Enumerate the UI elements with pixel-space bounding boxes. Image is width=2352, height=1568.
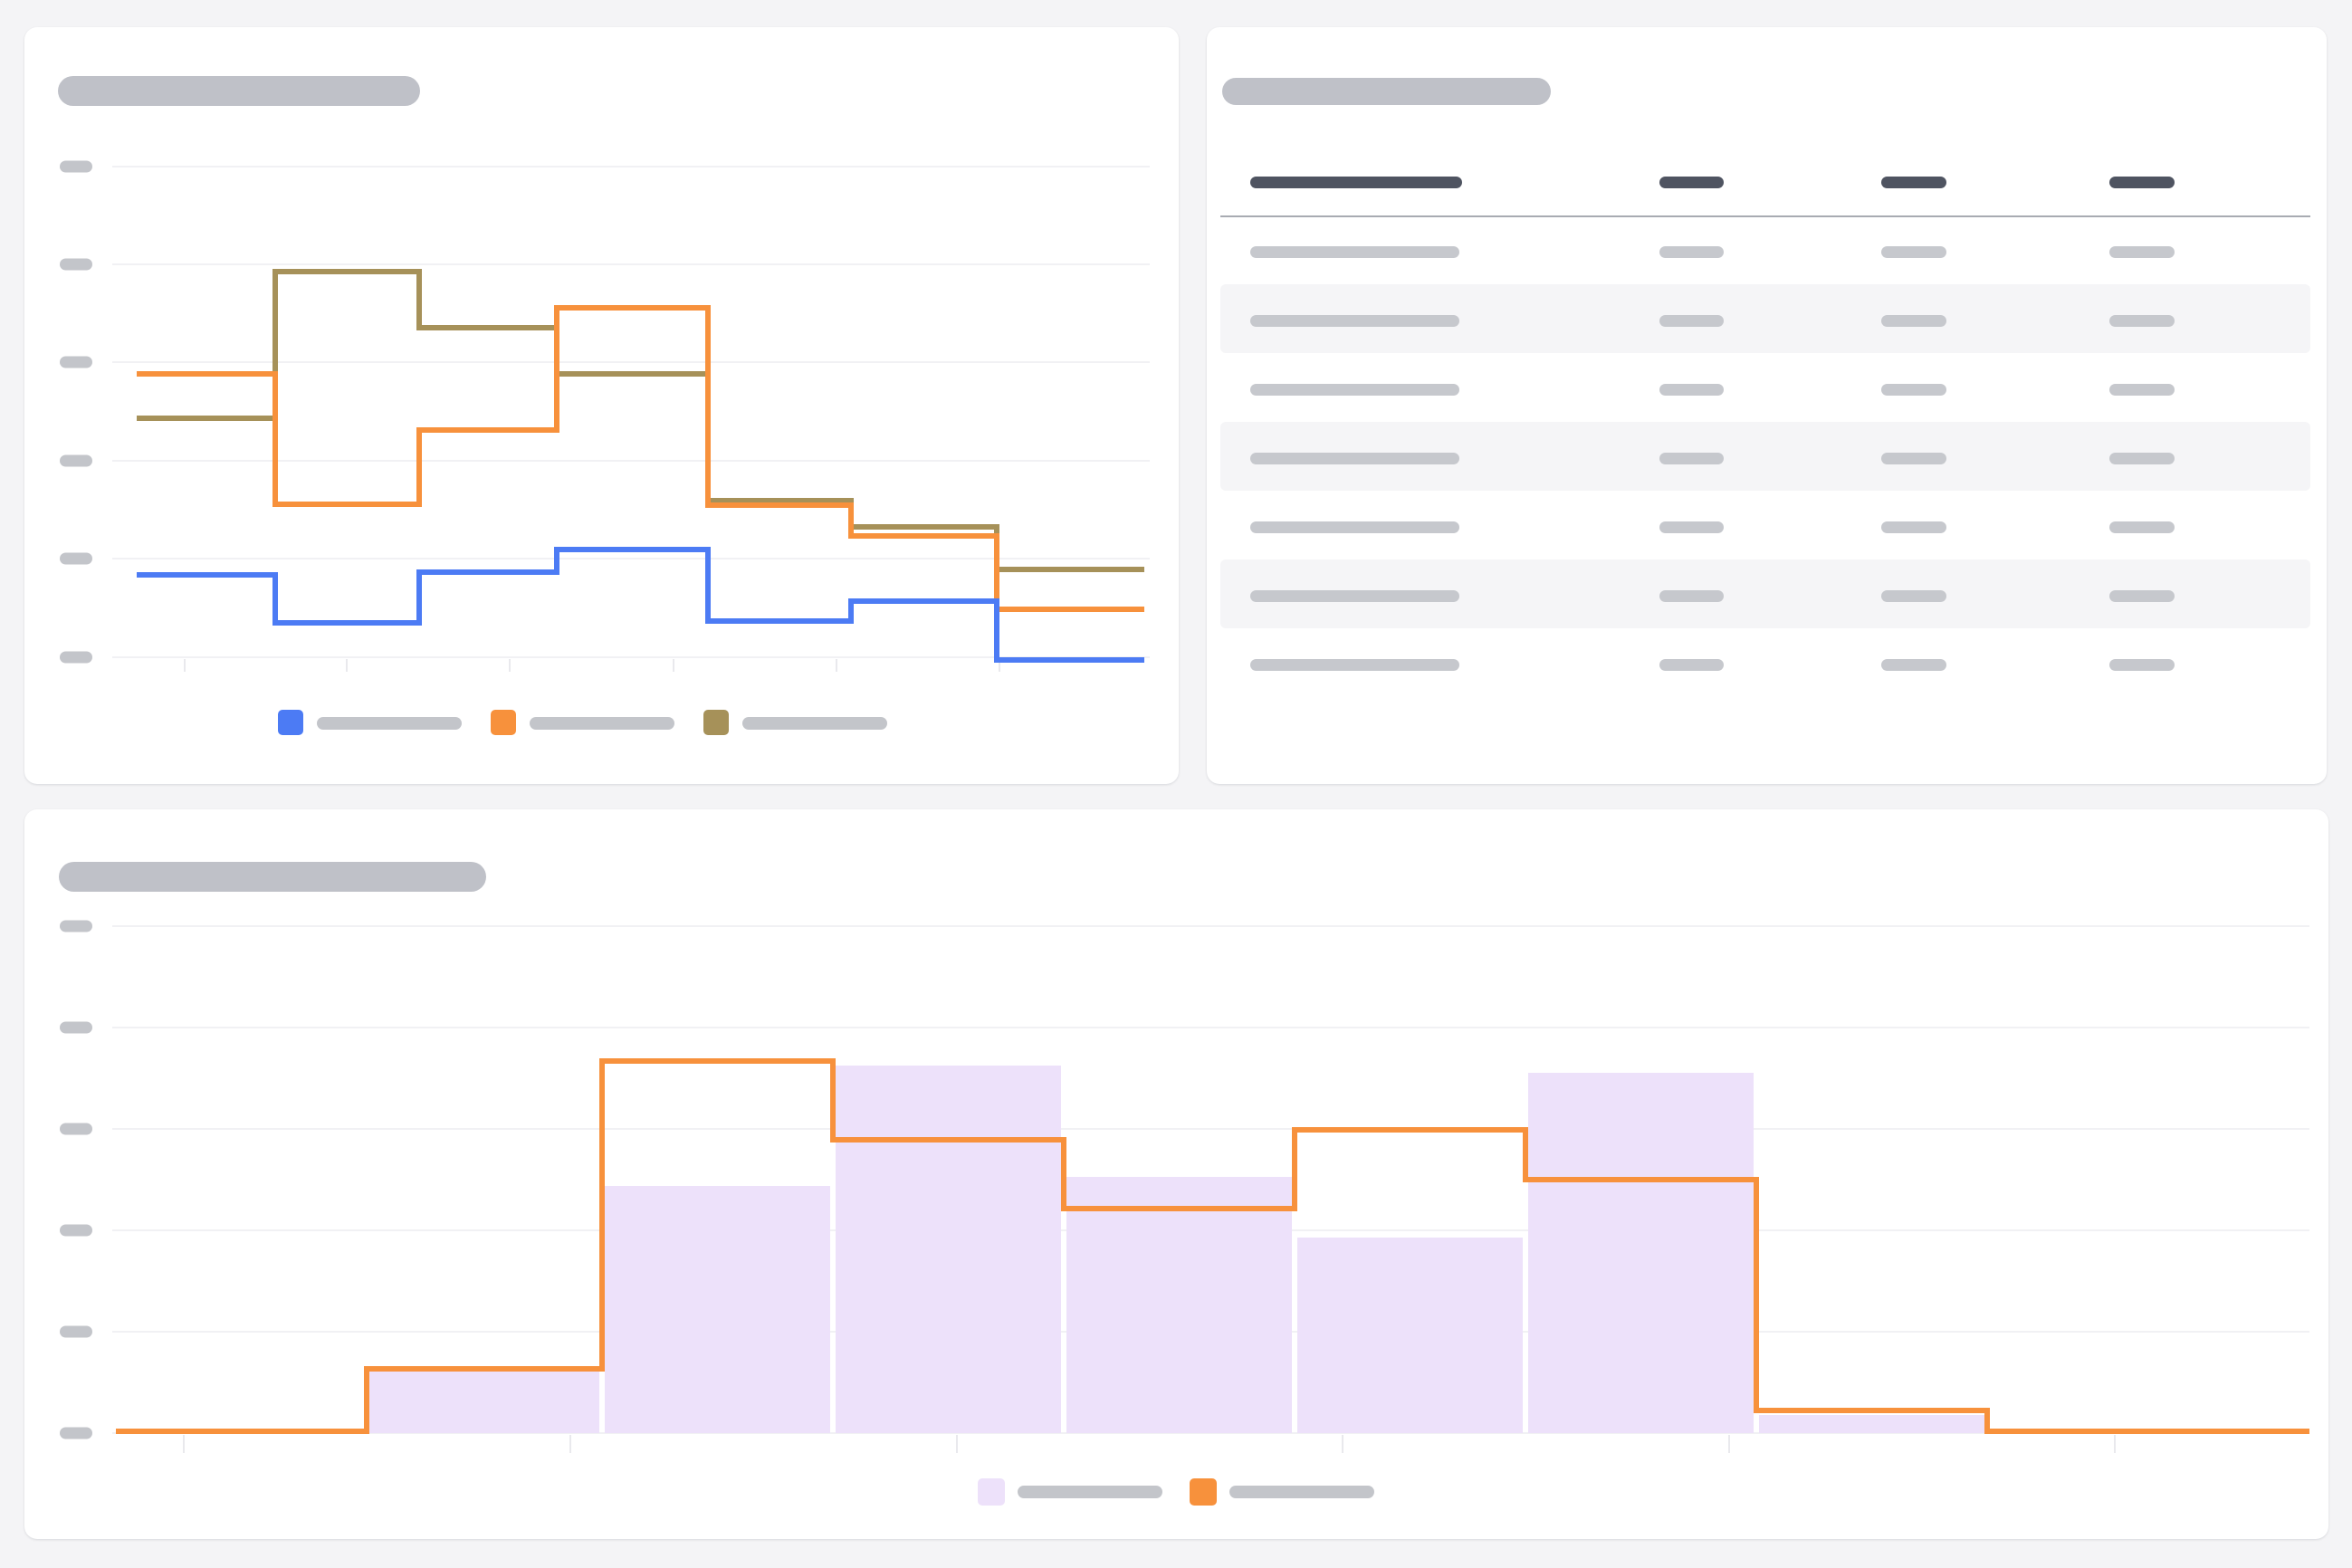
cell-skeleton: [1659, 246, 1724, 258]
cell-skeleton: [1659, 659, 1724, 671]
y-tick-label-skeleton: [60, 258, 92, 271]
cell-skeleton: [1881, 659, 1946, 671]
y-tick-label-skeleton: [60, 356, 92, 368]
legend-swatch: [278, 710, 303, 735]
legend-swatch: [491, 710, 516, 735]
column-header-skeleton: [1881, 177, 1946, 188]
cell-skeleton: [1881, 521, 1946, 533]
legend-label-skeleton: [1229, 1486, 1374, 1498]
cell-skeleton: [1881, 453, 1946, 464]
y-tick-label-skeleton: [60, 1021, 92, 1034]
histogram-bar: [1066, 1177, 1292, 1433]
table-row[interactable]: [1220, 422, 2310, 491]
cell-skeleton: [1659, 453, 1724, 464]
cell-skeleton: [1881, 384, 1946, 396]
table-row[interactable]: [1220, 559, 2310, 628]
legend-label-skeleton: [317, 717, 462, 730]
y-tick-label-skeleton: [60, 1224, 92, 1237]
cell-skeleton: [2109, 315, 2175, 327]
cell-skeleton: [2109, 384, 2175, 396]
cell-skeleton: [1250, 315, 1459, 327]
cell-skeleton: [1659, 384, 1724, 396]
table-row[interactable]: [1220, 353, 2310, 422]
y-tick-label-skeleton: [60, 552, 92, 565]
histogram-bar: [1297, 1238, 1523, 1433]
series-blue-line: [137, 547, 1144, 663]
cell-skeleton: [1881, 315, 1946, 327]
step-line-chart: [60, 160, 1150, 672]
cell-skeleton: [1250, 246, 1459, 258]
legend-swatch: [978, 1478, 1005, 1506]
cell-skeleton: [1250, 521, 1459, 533]
legend-label-skeleton: [742, 717, 887, 730]
cell-skeleton: [2109, 453, 2175, 464]
histogram-bar: [369, 1371, 599, 1433]
histogram-bar: [836, 1066, 1061, 1433]
cell-skeleton: [2109, 521, 2175, 533]
table-header-separator: [1220, 215, 2310, 217]
y-tick-label-skeleton: [60, 651, 92, 664]
table-row[interactable]: [1220, 491, 2310, 559]
table-row[interactable]: [1220, 215, 2310, 284]
table-row[interactable]: [1220, 284, 2310, 353]
cell-skeleton: [2109, 590, 2175, 602]
cell-skeleton: [1659, 315, 1724, 327]
series-olive-line: [137, 269, 1144, 572]
card-title-skeleton: [1222, 78, 1551, 105]
histogram-bar: [605, 1186, 830, 1433]
table-row[interactable]: [1220, 628, 2310, 697]
legend-label-skeleton: [530, 717, 674, 730]
table-card: [1207, 27, 2327, 784]
cell-skeleton: [1250, 384, 1459, 396]
histogram-chart: [60, 920, 2309, 1453]
cell-skeleton: [1250, 659, 1459, 671]
y-tick-label-skeleton: [60, 920, 92, 932]
legend-swatch: [703, 710, 729, 735]
cell-skeleton: [1659, 590, 1724, 602]
column-header-skeleton: [1659, 177, 1724, 188]
y-tick-label-skeleton: [60, 1427, 92, 1439]
legend-swatch: [1190, 1478, 1217, 1506]
column-header-skeleton: [2109, 177, 2175, 188]
y-tick-label-skeleton: [60, 160, 92, 173]
y-tick-label-skeleton: [60, 1325, 92, 1338]
step-line-chart-card: [24, 27, 1179, 784]
series-orange-line: [137, 305, 1144, 612]
cell-skeleton: [2109, 659, 2175, 671]
card-title-skeleton: [59, 862, 486, 892]
legend-label-skeleton: [1018, 1486, 1162, 1498]
cell-skeleton: [1250, 453, 1459, 464]
y-tick-label-skeleton: [60, 454, 92, 467]
cell-skeleton: [1881, 246, 1946, 258]
histogram-chart-card: [24, 809, 2328, 1539]
card-title-skeleton: [58, 76, 420, 106]
column-header-skeleton: [1250, 177, 1462, 188]
histogram-bar: [1759, 1415, 1984, 1433]
cell-skeleton: [1659, 521, 1724, 533]
histogram-bar: [1528, 1073, 1754, 1433]
cell-skeleton: [1881, 590, 1946, 602]
series-orange-line: [116, 1058, 2309, 1434]
cell-skeleton: [1250, 590, 1459, 602]
cell-skeleton: [2109, 246, 2175, 258]
y-tick-label-skeleton: [60, 1123, 92, 1135]
